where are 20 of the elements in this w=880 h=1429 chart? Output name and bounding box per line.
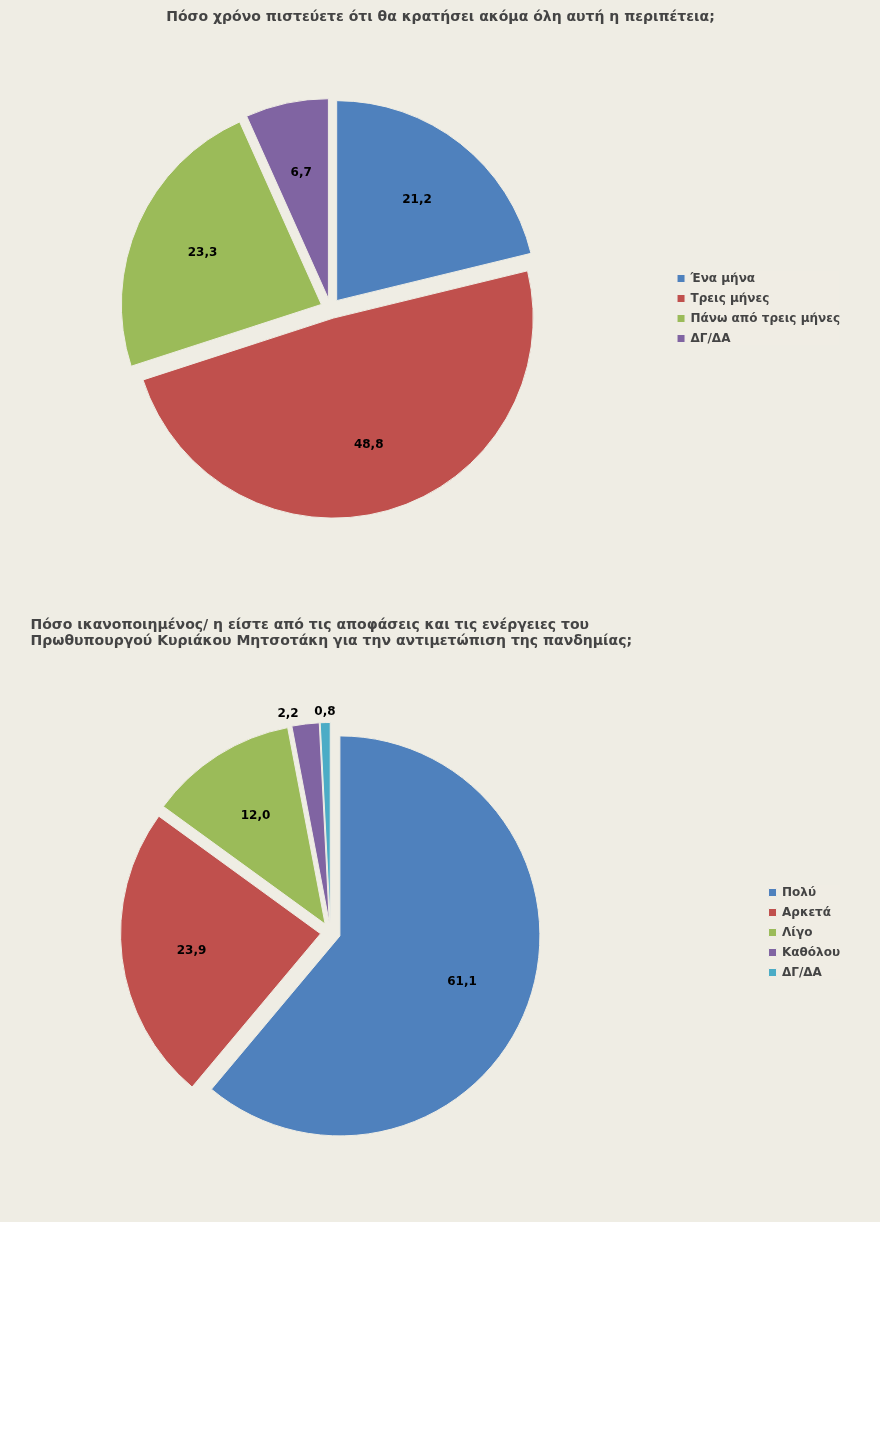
legend-label: ΔΓ/ΔΑ [782,965,822,979]
legend-label: Αρκετά [782,905,831,919]
data-label: 2,2 [277,705,299,720]
data-label: 0,8 [314,704,336,719]
legend-label: Λίγο [782,925,813,939]
legend-label: Πάνω από τρεις μήνες [690,311,840,325]
data-label: 48,8 [353,436,384,451]
legend-label: ΔΓ/ΔΑ [690,331,731,345]
legend-label: Ένα μήνα [690,271,756,285]
legend-label: Καθόλου [782,945,840,959]
data-label: 23,3 [187,245,218,260]
legend-label: Πολύ [782,885,816,899]
chart-title: Πόσο χρόνο πιστεύετε ότι θα κρατήσει ακόμα όλη αυτή η περιπέτεια; [166,7,715,24]
data-label: 21,2 [402,191,432,206]
legend-label: Τρεις μήνες [690,291,770,305]
data-label: 23,9 [176,943,207,958]
data-label: 61,1 [447,973,477,988]
data-label: 12,0 [240,807,271,822]
data-label: 6,7 [290,165,312,180]
chart-title: Πόσο ικανοποιημένος/ η είστε από τις αποφάσεις και τις ενέργειες του Πρωθυπουργού Κυριάκου Μητσοτάκη για την αντιμετώπιση της πανδημίας; [30,615,633,648]
